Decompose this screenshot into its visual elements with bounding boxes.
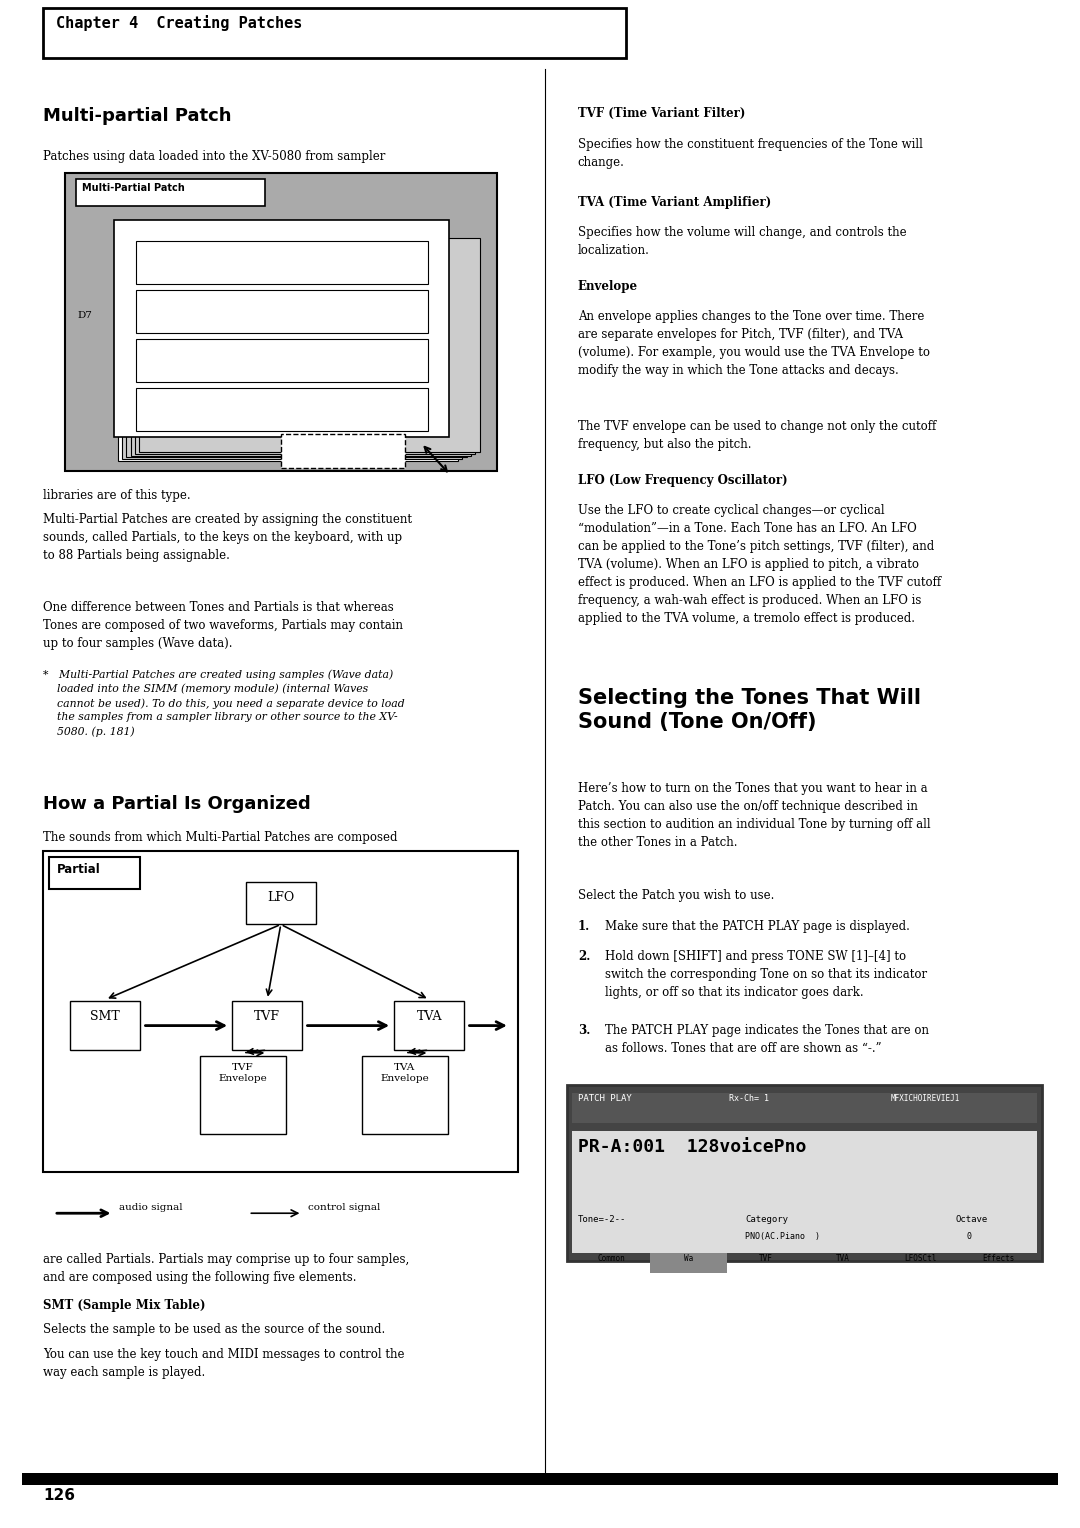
FancyBboxPatch shape — [200, 1056, 286, 1134]
FancyBboxPatch shape — [76, 179, 265, 206]
FancyBboxPatch shape — [572, 1093, 1037, 1123]
Text: Multi-Partial Patches are created by assigning the constituent
sounds, called Pa: Multi-Partial Patches are created by ass… — [43, 513, 413, 562]
FancyBboxPatch shape — [22, 1473, 1058, 1485]
FancyBboxPatch shape — [232, 1001, 302, 1050]
Text: Tone=-2--: Tone=-2-- — [578, 1215, 626, 1224]
Text: Wa: Wa — [684, 1254, 693, 1264]
Text: One difference between Tones and Partials is that whereas
Tones are composed of : One difference between Tones and Partial… — [43, 601, 403, 649]
Text: control signal: control signal — [308, 1203, 380, 1212]
Text: Use the LFO to create cyclical changes—or cyclical
“modulation”—in a Tone. Each : Use the LFO to create cyclical changes—o… — [578, 504, 941, 625]
Text: are called Partials. Partials may comprise up to four samples,
and are composed : are called Partials. Partials may compri… — [43, 1253, 409, 1284]
Text: 3.: 3. — [578, 1024, 590, 1038]
FancyBboxPatch shape — [139, 238, 480, 452]
FancyBboxPatch shape — [118, 248, 458, 461]
FancyBboxPatch shape — [126, 243, 467, 457]
Text: Envelope: Envelope — [578, 280, 638, 293]
Text: TVA (Time Variant Amplifier): TVA (Time Variant Amplifier) — [578, 196, 771, 209]
FancyBboxPatch shape — [650, 1253, 727, 1273]
FancyBboxPatch shape — [43, 8, 626, 58]
Text: audio signal: audio signal — [119, 1203, 183, 1212]
Text: SMT: SMT — [91, 1010, 120, 1024]
Text: Multi-partial Patch: Multi-partial Patch — [43, 107, 232, 125]
Text: Multi-Partial Patch: Multi-Partial Patch — [82, 183, 185, 194]
Text: The PATCH PLAY page indicates the Tones that are on
as follows. Tones that are o: The PATCH PLAY page indicates the Tones … — [605, 1024, 929, 1054]
Text: Rx-Ch= 1: Rx-Ch= 1 — [729, 1094, 769, 1103]
FancyBboxPatch shape — [49, 857, 140, 889]
FancyBboxPatch shape — [136, 339, 428, 382]
Text: D7: D7 — [78, 312, 93, 321]
Text: TVF: TVF — [759, 1254, 773, 1264]
Text: How a Partial Is Organized: How a Partial Is Organized — [43, 795, 311, 813]
Text: TVF
Envelope: TVF Envelope — [218, 1063, 268, 1083]
Text: SMT (Sample Mix Table): SMT (Sample Mix Table) — [43, 1299, 205, 1313]
FancyBboxPatch shape — [131, 241, 471, 455]
Text: Sample 4: Sample 4 — [254, 396, 310, 410]
Text: PNO(AC.Piano  ): PNO(AC.Piano ) — [745, 1232, 820, 1241]
Text: Sample 2: Sample 2 — [254, 298, 310, 312]
FancyBboxPatch shape — [70, 1001, 140, 1050]
Text: TVA
Envelope: TVA Envelope — [380, 1063, 430, 1083]
Text: TVF (Time Variant Filter): TVF (Time Variant Filter) — [578, 107, 745, 121]
Text: TVA: TVA — [836, 1254, 850, 1264]
Text: Patches using data loaded into the XV-5080 from sampler: Patches using data loaded into the XV-50… — [43, 150, 386, 163]
FancyBboxPatch shape — [114, 220, 449, 437]
FancyBboxPatch shape — [567, 1085, 1042, 1261]
FancyBboxPatch shape — [136, 241, 428, 284]
Text: Selects the sample to be used as the source of the sound.: Selects the sample to be used as the sou… — [43, 1323, 386, 1337]
Text: Here’s how to turn on the Tones that you want to hear in a
Patch. You can also u: Here’s how to turn on the Tones that you… — [578, 782, 931, 850]
Text: Partial: Partial — [57, 863, 102, 877]
Text: *   Multi-Partial Patches are created using samples (Wave data)
    loaded into : * Multi-Partial Patches are created usin… — [43, 669, 405, 736]
Text: 88 Partials: 88 Partials — [316, 440, 369, 449]
Text: PR-A:001  128voicePno: PR-A:001 128voicePno — [578, 1138, 806, 1157]
Text: Chapter 4  Creating Patches: Chapter 4 Creating Patches — [56, 15, 302, 31]
Text: libraries are of this type.: libraries are of this type. — [43, 489, 191, 503]
Text: Octave: Octave — [956, 1215, 988, 1224]
Text: LFO (Low Frequency Oscillator): LFO (Low Frequency Oscillator) — [578, 474, 787, 487]
Text: TVF: TVF — [254, 1010, 281, 1024]
Text: LFOSCtl: LFOSCtl — [905, 1254, 936, 1264]
FancyBboxPatch shape — [122, 246, 462, 460]
Text: PATCH PLAY: PATCH PLAY — [578, 1094, 632, 1103]
Text: Common: Common — [597, 1254, 625, 1264]
Text: Specifies how the volume will change, and controls the
localization.: Specifies how the volume will change, an… — [578, 226, 906, 257]
Text: TVA: TVA — [417, 1010, 442, 1024]
FancyBboxPatch shape — [362, 1056, 448, 1134]
Text: B1: B1 — [120, 228, 134, 237]
Text: Sample 3: Sample 3 — [254, 347, 310, 361]
FancyBboxPatch shape — [394, 1001, 464, 1050]
Text: Category: Category — [745, 1215, 788, 1224]
Text: LFO: LFO — [267, 891, 295, 905]
Text: The TVF envelope can be used to change not only the cutoff
frequency, but also t: The TVF envelope can be used to change n… — [578, 420, 936, 451]
Text: Sample 1: Sample 1 — [254, 249, 310, 263]
Text: 1.: 1. — [578, 920, 590, 934]
Text: Hold down [SHIFT] and press TONE SW [1]–[4] to
switch the corresponding Tone on : Hold down [SHIFT] and press TONE SW [1]–… — [605, 950, 927, 999]
FancyBboxPatch shape — [246, 882, 315, 924]
Text: MFXICHOIREVIEJ1: MFXICHOIREVIEJ1 — [891, 1094, 960, 1103]
FancyBboxPatch shape — [136, 388, 428, 431]
Text: An envelope applies changes to the Tone over time. There
are separate envelopes : An envelope applies changes to the Tone … — [578, 310, 930, 377]
Text: Specifies how the constituent frequencies of the Tone will
change.: Specifies how the constituent frequencie… — [578, 138, 922, 168]
Text: Effects: Effects — [982, 1254, 1014, 1264]
FancyBboxPatch shape — [281, 434, 405, 468]
FancyBboxPatch shape — [65, 173, 497, 471]
Text: Partial: Partial — [405, 228, 444, 237]
Text: Selecting the Tones That Will
Sound (Tone On/Off): Selecting the Tones That Will Sound (Ton… — [578, 688, 921, 732]
FancyBboxPatch shape — [135, 240, 475, 454]
Text: The sounds from which Multi-Partial Patches are composed: The sounds from which Multi-Partial Patc… — [43, 831, 397, 845]
FancyBboxPatch shape — [136, 290, 428, 333]
FancyBboxPatch shape — [43, 851, 518, 1172]
Text: Make sure that the PATCH PLAY page is displayed.: Make sure that the PATCH PLAY page is di… — [605, 920, 909, 934]
Text: 2.: 2. — [578, 950, 590, 964]
Text: You can use the key touch and MIDI messages to control the
way each sample is pl: You can use the key touch and MIDI messa… — [43, 1348, 405, 1378]
Text: 0: 0 — [967, 1232, 972, 1241]
FancyBboxPatch shape — [572, 1131, 1037, 1253]
Text: 126: 126 — [43, 1488, 76, 1504]
Text: Select the Patch you wish to use.: Select the Patch you wish to use. — [578, 889, 774, 903]
